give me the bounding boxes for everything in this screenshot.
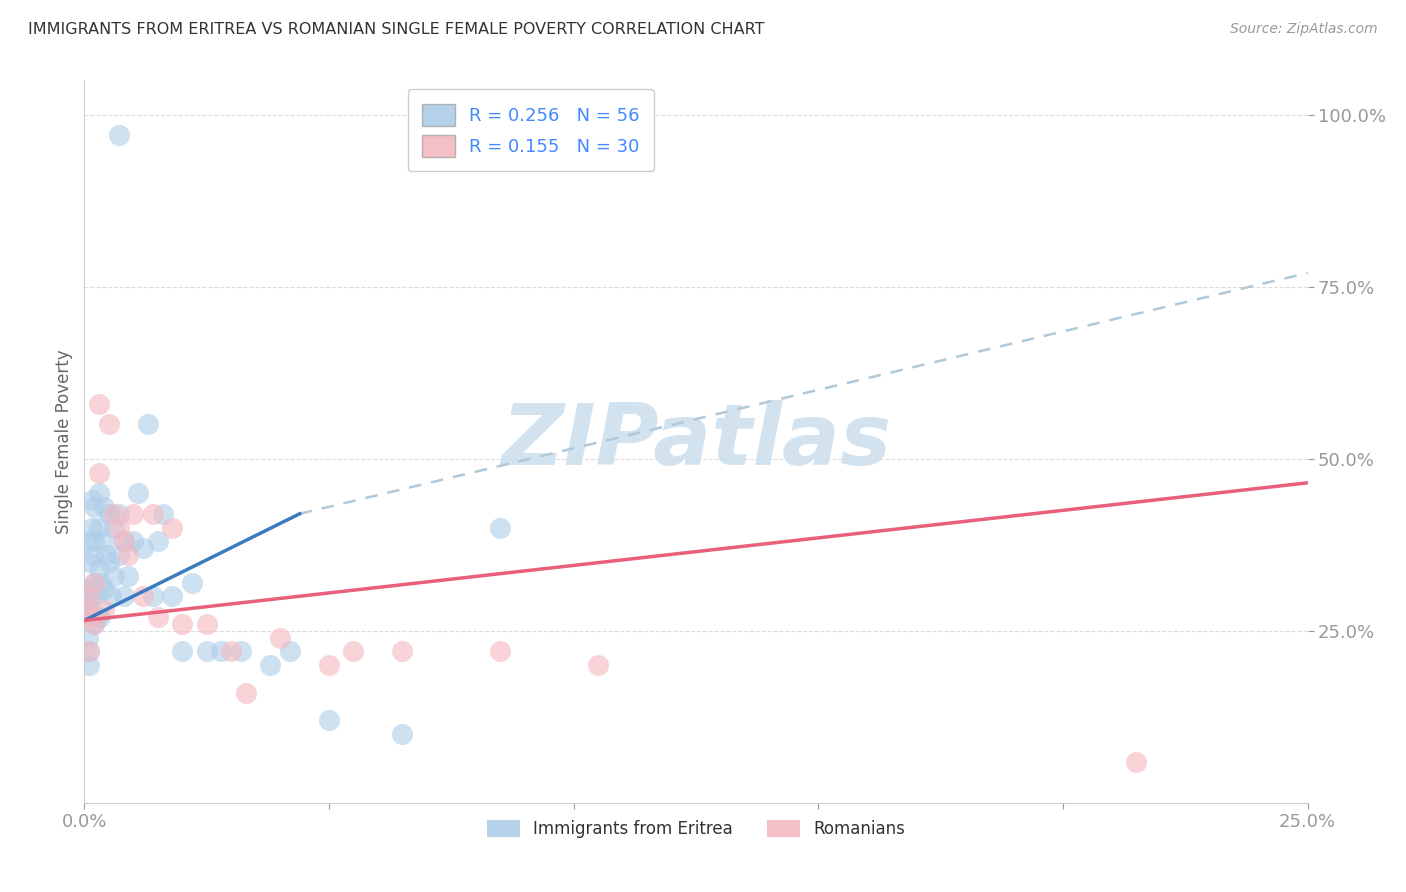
Point (80, 493, 103, 508)
Point (82, 548, 104, 562)
Y-axis label: Single Female Poverty: Single Female Poverty (55, 350, 73, 533)
Point (162, 520, 184, 534)
Point (122, 534, 145, 549)
Point (278, 644, 301, 658)
Point (112, 590, 135, 604)
Point (318, 713, 340, 727)
Point (489, 644, 512, 658)
Point (77, 603, 100, 617)
Point (112, 534, 135, 549)
Legend: Immigrants from Eritrea, Romanians: Immigrants from Eritrea, Romanians (481, 814, 911, 845)
Point (117, 548, 139, 562)
Point (93, 500, 115, 514)
Point (172, 616, 194, 631)
Point (132, 541, 155, 556)
Text: IMMIGRANTS FROM ERITREA VS ROMANIAN SINGLE FEMALE POVERTY CORRELATION CHART: IMMIGRANTS FROM ERITREA VS ROMANIAN SING… (28, 22, 765, 37)
Point (146, 610, 169, 624)
Point (90, 575, 112, 590)
Point (146, 534, 169, 549)
Point (122, 507, 145, 521)
Point (136, 417, 159, 432)
Point (107, 548, 129, 562)
Point (96, 548, 118, 562)
Point (76, 631, 98, 645)
Point (117, 568, 139, 582)
Point (127, 486, 149, 500)
Point (87, 562, 110, 576)
Point (142, 507, 165, 521)
Point (142, 590, 165, 604)
Point (103, 568, 125, 582)
Point (83, 575, 105, 590)
Point (76, 603, 98, 617)
Point (235, 686, 257, 700)
Point (77, 596, 100, 610)
Point (489, 520, 512, 534)
Point (83, 534, 105, 549)
Point (132, 590, 155, 604)
Point (107, 128, 129, 143)
Point (195, 616, 218, 631)
Point (93, 534, 115, 549)
Point (209, 644, 232, 658)
Point (77, 555, 100, 569)
Text: ZIPatlas: ZIPatlas (501, 400, 891, 483)
Point (80, 590, 103, 604)
Point (259, 658, 281, 673)
Point (77, 644, 100, 658)
Point (89, 610, 111, 624)
Point (80, 520, 103, 534)
Point (80, 610, 103, 624)
Point (107, 520, 129, 534)
Point (77, 644, 100, 658)
Point (77, 590, 100, 604)
Point (84, 590, 107, 604)
Point (76, 582, 98, 597)
Point (162, 590, 184, 604)
Point (97, 417, 120, 432)
Point (391, 644, 413, 658)
Point (76, 610, 98, 624)
Point (93, 582, 115, 597)
Point (107, 507, 129, 521)
Point (103, 507, 125, 521)
Point (219, 644, 242, 658)
Point (83, 575, 105, 590)
Point (269, 631, 291, 645)
Point (97, 555, 120, 569)
Point (112, 534, 135, 549)
Point (342, 644, 364, 658)
Point (103, 520, 125, 534)
Point (83, 500, 105, 514)
Point (391, 727, 413, 741)
Point (586, 658, 609, 673)
Point (87, 486, 110, 500)
Point (77, 658, 100, 673)
Point (86, 610, 108, 624)
Point (83, 616, 105, 631)
Point (87, 466, 110, 480)
Point (97, 507, 120, 521)
Point (172, 644, 194, 658)
Point (318, 658, 340, 673)
Point (195, 644, 218, 658)
Point (79, 534, 101, 549)
Point (100, 590, 122, 604)
Point (152, 507, 174, 521)
Point (87, 397, 110, 411)
Point (83, 616, 105, 631)
Text: Source: ZipAtlas.com: Source: ZipAtlas.com (1230, 22, 1378, 37)
Point (1125, 755, 1147, 769)
Point (181, 575, 204, 590)
Point (87, 520, 110, 534)
Point (229, 644, 252, 658)
Point (93, 603, 115, 617)
